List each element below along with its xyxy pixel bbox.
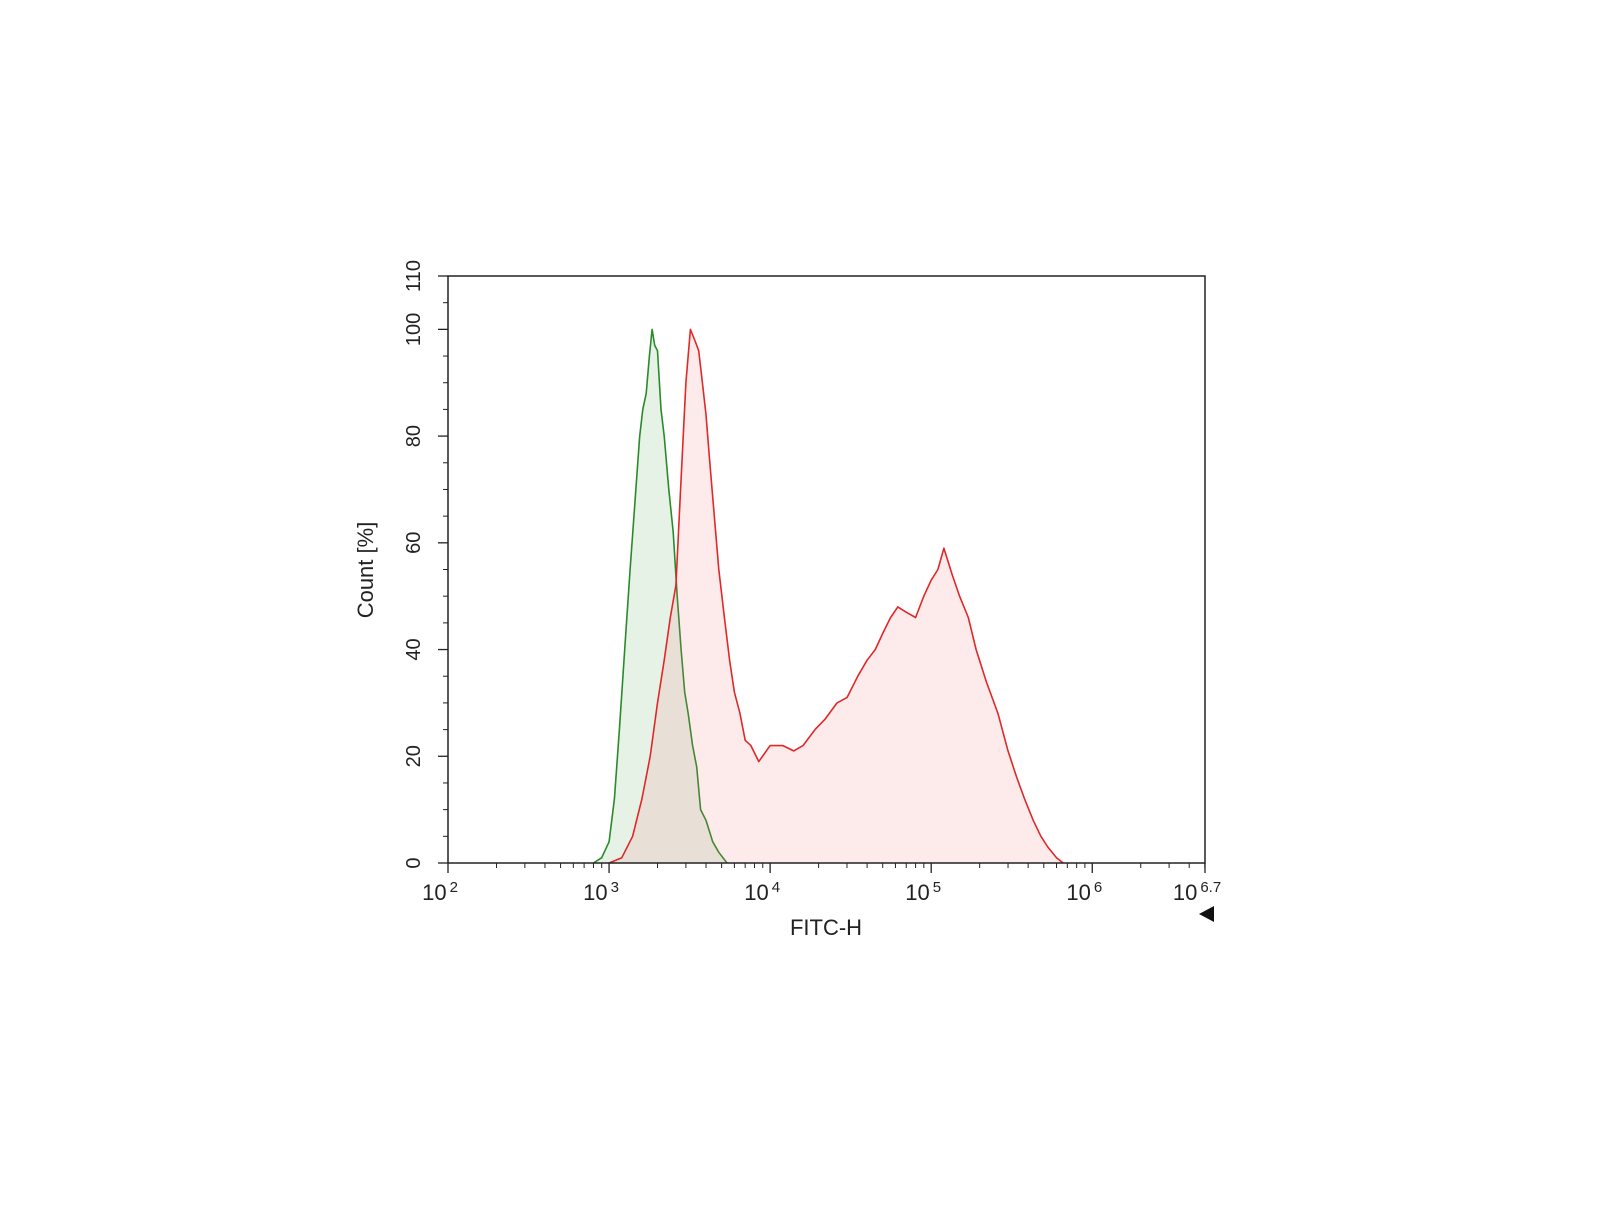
y-tick-label: 60 bbox=[403, 532, 425, 554]
y-axis: 0 20 40 60 80 100 110 bbox=[403, 260, 448, 869]
y-tick-label: 100 bbox=[403, 313, 425, 346]
y-tick-label: 40 bbox=[403, 638, 425, 660]
series-layer bbox=[593, 328, 1064, 864]
x-tick-base: 10 bbox=[905, 880, 929, 905]
series-1-line bbox=[608, 328, 1064, 864]
x-tick-label: 10 4 bbox=[744, 879, 780, 905]
x-tick-base: 10 bbox=[744, 880, 768, 905]
series-0-line bbox=[593, 328, 728, 864]
collapse-arrow-icon[interactable] bbox=[1199, 906, 1214, 922]
y-axis-label: Count [%] bbox=[353, 522, 378, 619]
x-tick-label: 10 5 bbox=[905, 879, 941, 905]
x-tick-label: 10 6 bbox=[1066, 879, 1102, 905]
x-tick-base: 10 bbox=[1173, 880, 1197, 905]
x-tick-label: 10 2 bbox=[422, 879, 458, 905]
x-tick-base: 10 bbox=[583, 880, 607, 905]
x-tick-base: 10 bbox=[422, 880, 446, 905]
x-tick-label: 10 3 bbox=[583, 879, 619, 905]
y-tick-label: 0 bbox=[403, 857, 425, 868]
y-tick-label: 80 bbox=[403, 425, 425, 447]
x-tick-base: 10 bbox=[1066, 880, 1090, 905]
series-1-fill bbox=[609, 329, 1064, 863]
y-tick-label: 110 bbox=[403, 260, 425, 292]
y-tick-label: 20 bbox=[403, 745, 425, 767]
series-0-fill bbox=[593, 329, 727, 863]
x-tick-exponent: 6.7 bbox=[1200, 879, 1221, 896]
x-tick-label: 10 6.7 bbox=[1173, 879, 1221, 905]
x-tick-exponent: 6 bbox=[1094, 879, 1102, 896]
x-tick-exponent: 5 bbox=[933, 879, 941, 896]
x-axis-label: FITC-H bbox=[790, 915, 862, 940]
x-tick-exponent: 4 bbox=[772, 879, 780, 896]
x-tick-exponent: 3 bbox=[611, 879, 619, 896]
x-tick-exponent: 2 bbox=[450, 879, 458, 896]
x-axis: 10 2 10 3 10 4 10 5 10 6 10 6.7 bbox=[422, 863, 1221, 905]
